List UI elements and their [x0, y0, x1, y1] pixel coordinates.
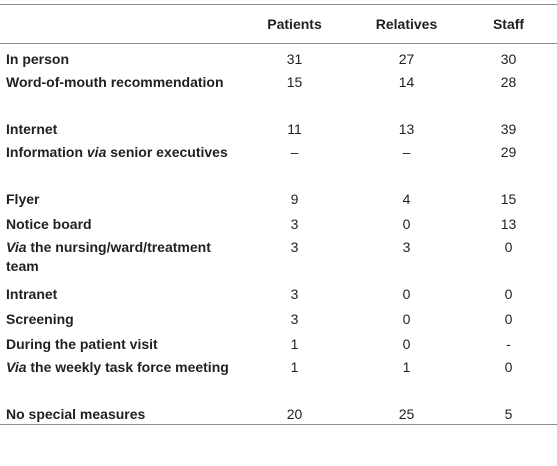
cell-relatives: 0 — [402, 216, 411, 232]
row-label-prefix: Information — [6, 144, 87, 160]
cell-relatives: 3 — [402, 239, 411, 255]
cell-relatives: 27 — [398, 51, 415, 67]
row-label-italic: Via — [6, 239, 27, 255]
cell-patients: 20 — [286, 406, 303, 422]
cell-patients: 3 — [290, 311, 299, 327]
row-label-suffix: the nursing/ward/treatment team — [6, 239, 211, 274]
row-label: No special measures — [6, 406, 146, 422]
table-row: In person 31 27 30 — [0, 44, 557, 70]
header-patients: Patients — [267, 16, 322, 32]
cell-staff: 13 — [500, 216, 517, 232]
cell-staff: 28 — [500, 74, 517, 90]
cell-patients: 11 — [287, 121, 302, 137]
row-label: During the patient visit — [6, 336, 158, 352]
row-label-suffix: the weekly task force meeting — [26, 359, 229, 375]
information-source-table: Patients Relatives Staff In person 31 27… — [0, 4, 557, 425]
header-staff: Staff — [492, 16, 525, 32]
cell-patients: 1 — [290, 336, 299, 352]
cell-staff: 0 — [504, 359, 513, 375]
row-label: Screening — [6, 311, 74, 327]
row-label: Via the weekly task force meeting — [0, 354, 236, 399]
cell-staff: 29 — [500, 144, 517, 160]
cell-staff: 30 — [500, 51, 517, 67]
table-row: Word-of-mouth recommendation 15 14 28 — [0, 69, 557, 114]
cell-patients: 3 — [290, 216, 299, 232]
table-row: Information via senior executives – – 29 — [0, 139, 557, 184]
cell-relatives: 1 — [402, 359, 411, 375]
cell-patients: 15 — [286, 74, 303, 90]
header-empty — [0, 5, 236, 44]
cell-patients: 3 — [290, 239, 299, 255]
table-row: No special measures 20 25 5 — [0, 399, 557, 425]
table-row: Notice board 3 0 13 — [0, 209, 557, 234]
table-row: During the patient visit 1 0 - — [0, 329, 557, 354]
cell-staff: - — [506, 336, 511, 352]
cell-relatives: – — [402, 144, 411, 160]
row-label: In person — [6, 51, 70, 67]
row-label: Notice board — [6, 216, 92, 232]
cell-staff: 15 — [500, 191, 517, 207]
row-label-italic: via — [86, 144, 107, 160]
row-label: Intranet — [6, 286, 58, 302]
cell-patients: 1 — [290, 359, 299, 375]
cell-relatives: 25 — [398, 406, 415, 422]
cell-patients: 3 — [290, 286, 299, 302]
row-label: Flyer — [6, 191, 40, 207]
cell-relatives: 13 — [398, 121, 415, 137]
table-row: Intranet 3 0 0 — [0, 279, 557, 304]
cell-patients: – — [290, 144, 299, 160]
cell-relatives: 4 — [402, 191, 411, 207]
row-label-suffix: senior executives — [106, 144, 228, 160]
cell-staff: 0 — [504, 311, 513, 327]
cell-staff: 0 — [504, 239, 513, 255]
cell-staff: 39 — [500, 121, 517, 137]
cell-patients: 9 — [290, 191, 299, 207]
table-row: Screening 3 0 0 — [0, 304, 557, 329]
cell-patients: 31 — [286, 51, 303, 67]
cell-relatives: 0 — [402, 286, 411, 302]
row-label-italic: Via — [6, 359, 27, 375]
cell-relatives: 0 — [402, 336, 411, 352]
row-label: Via the nursing/ward/treatment team — [0, 234, 236, 279]
cell-staff: 0 — [504, 286, 513, 302]
header-row: Patients Relatives Staff — [0, 4, 557, 44]
table-row: Via the weekly task force meeting 1 1 0 — [0, 354, 557, 399]
row-label: Internet — [6, 121, 58, 137]
cell-relatives: 14 — [398, 74, 415, 90]
row-label: Information via senior executives — [0, 139, 236, 184]
cell-staff: 5 — [504, 406, 513, 422]
row-label: Word-of-mouth recommendation — [6, 74, 224, 90]
table-row: Flyer 9 4 15 — [0, 184, 557, 209]
table-row: Via the nursing/ward/treatment team 3 3 … — [0, 234, 557, 279]
header-relatives: Relatives — [375, 16, 438, 32]
table-row: Internet 11 13 39 — [0, 114, 557, 139]
cell-relatives: 0 — [402, 311, 411, 327]
